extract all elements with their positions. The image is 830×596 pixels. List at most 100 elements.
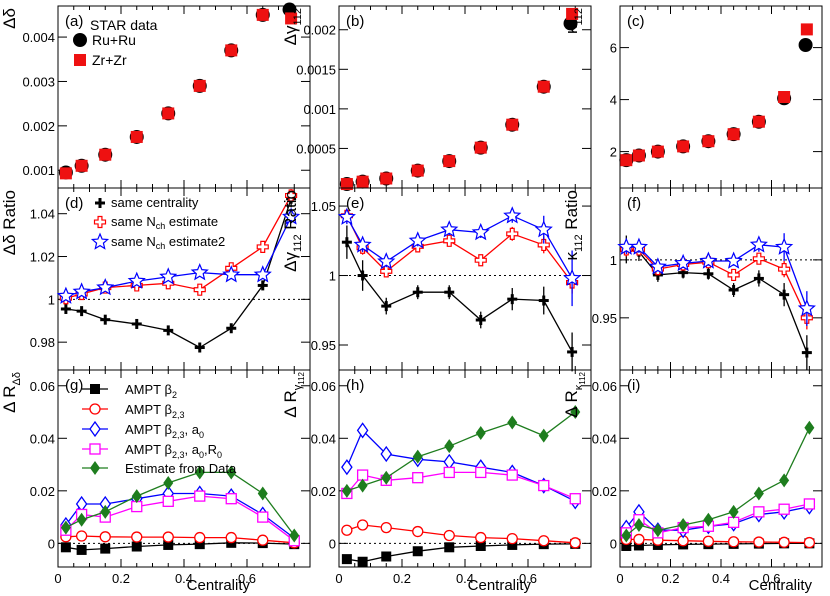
data-point <box>131 541 142 552</box>
x-axis-label-h: Centrality <box>468 577 532 594</box>
y-tick-label: 0.95 <box>311 338 336 353</box>
data-point <box>131 500 143 513</box>
data-point <box>569 493 581 505</box>
data-point <box>377 252 396 270</box>
data-point <box>289 528 300 543</box>
x-tick-label: 0.6 <box>762 571 780 586</box>
data-point <box>256 240 269 253</box>
series-b-1 <box>340 7 579 191</box>
data-point <box>633 540 644 551</box>
data-point <box>76 512 87 527</box>
data-point <box>651 145 664 158</box>
data-point <box>381 551 392 562</box>
data-point <box>225 44 238 57</box>
legend-marker-same-nch <box>93 215 107 229</box>
data-point <box>253 265 272 283</box>
data-point <box>621 528 632 543</box>
series-g-4 <box>60 465 300 543</box>
y-tick-label: 2 <box>610 145 617 160</box>
data-point <box>563 268 582 287</box>
y-tick-label: 1.05 <box>311 199 336 214</box>
y-axis-label-text: κ112 <box>562 8 585 34</box>
data-point <box>131 531 143 543</box>
data-point <box>632 149 645 162</box>
legend-ratio: same centrality same Nch estimate same Nch… <box>90 195 225 251</box>
y-tick-label: 0 <box>329 536 336 551</box>
y-axis-label-b: Δγ112 <box>281 8 304 45</box>
y-tick-label: 0.04 <box>30 431 55 446</box>
data-point <box>538 535 550 547</box>
y-tick-label: 0.003 <box>22 74 55 89</box>
panel-frame-i <box>619 369 823 568</box>
x-axis-label-i: Centrality <box>749 577 813 594</box>
series-a-1 <box>59 8 298 180</box>
y-tick-label: 1.02 <box>30 250 55 265</box>
data-point <box>162 107 175 120</box>
y-axis-label-e: Δγ112 Ratio <box>281 190 304 272</box>
legend-title: STAR data <box>90 17 158 33</box>
x-tick-label: 0.6 <box>238 571 256 586</box>
y-tick-label: 0.02 <box>30 484 55 499</box>
y-tick-label: 0.04 <box>311 431 336 446</box>
data-point <box>380 172 393 185</box>
series-i-4 <box>621 420 815 543</box>
data-point <box>356 175 369 188</box>
legend-label-3: AMPT β2,3, a0,R0 <box>125 442 222 460</box>
y-tick-label: 0.0015 <box>296 62 336 77</box>
panel-b: 0.0005 0.001 0.0015 0.002 (b) Δγ112 <box>281 5 592 192</box>
data-point <box>412 449 423 464</box>
panel-d: 0.98 1 1.02 1.04 (d) Δδ Ratio <box>0 187 311 371</box>
data-point <box>778 503 790 515</box>
legend-marker-2 <box>89 420 101 438</box>
data-point <box>538 428 549 443</box>
data-point <box>633 533 645 546</box>
panel-i: 0 0.2 0.4 0.6 0 0.02 0.04 0.06 (i) Δ Rκ112 <box>562 369 823 586</box>
data-point <box>724 251 743 269</box>
panel-frame-c <box>619 5 823 189</box>
data-point <box>193 79 206 92</box>
data-point <box>341 483 352 498</box>
data-point <box>337 207 356 225</box>
data-point <box>162 531 174 543</box>
data-point <box>507 539 518 550</box>
y-tick-label: 1 <box>329 269 336 284</box>
data-point <box>797 298 816 317</box>
y-tick-label: 0.02 <box>311 484 336 499</box>
data-point <box>648 257 667 275</box>
y-tick-label: 4 <box>610 93 617 108</box>
data-point <box>285 12 298 25</box>
data-point <box>506 469 518 481</box>
data-point <box>443 155 456 168</box>
y-tick-label: 0.06 <box>311 379 336 394</box>
data-point <box>621 540 632 551</box>
y-tick-label: 0 <box>610 536 617 551</box>
data-point <box>749 235 768 253</box>
data-point <box>475 466 487 479</box>
y-tick-label: 1.04 <box>30 207 55 222</box>
x-tick-label: 0 <box>54 571 61 586</box>
data-point <box>75 159 88 172</box>
data-point <box>727 536 740 548</box>
data-point <box>471 222 490 241</box>
legend-marker-1 <box>89 403 101 415</box>
y-axis-label-text: Δδ <box>0 8 19 29</box>
data-point <box>538 479 550 492</box>
data-point <box>629 237 649 255</box>
panel-label-f: (f) <box>627 195 641 212</box>
data-point <box>357 556 368 567</box>
x-tick-label: 0.6 <box>519 571 537 586</box>
data-point <box>222 265 241 283</box>
data-point <box>162 495 174 507</box>
data-point <box>257 486 268 501</box>
data-point <box>412 472 424 484</box>
data-point <box>475 540 486 551</box>
data-point <box>226 465 237 480</box>
data-point <box>503 206 522 224</box>
legend-marker-0 <box>90 384 100 394</box>
series-e-2 <box>337 206 582 307</box>
data-point <box>444 439 455 454</box>
y-tick-label: 0.04 <box>592 431 617 446</box>
y-axis-label-text: Δγ112 <box>281 8 304 45</box>
legend-marker-same-nch2 <box>90 232 110 250</box>
series-f-2 <box>617 233 816 326</box>
